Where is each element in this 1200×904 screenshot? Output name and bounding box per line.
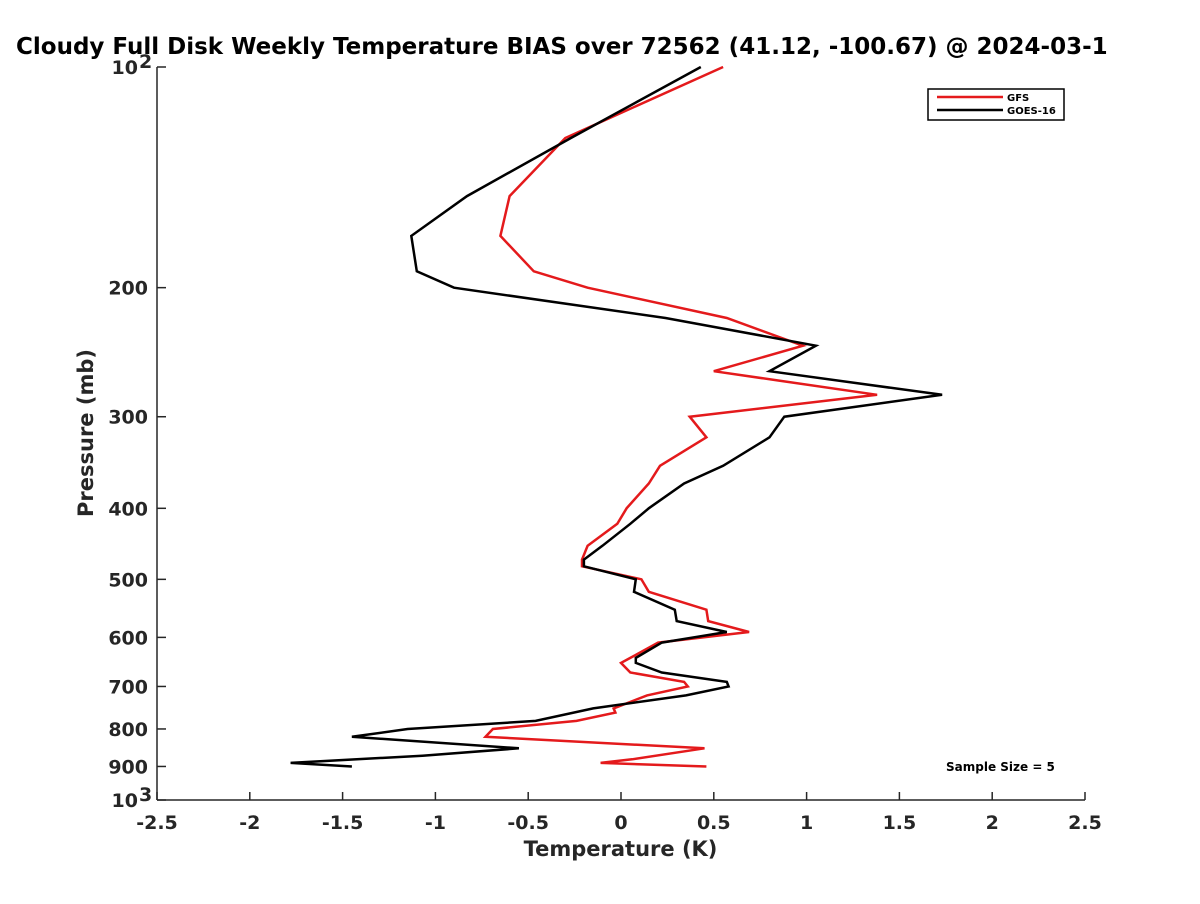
x-tick-label: -1 [425, 812, 446, 834]
x-axis-label: Temperature (K) [524, 837, 718, 861]
legend: GFS GOES-16 [927, 88, 1065, 121]
y-axis-label: Pressure (mb) [74, 349, 98, 517]
y-tick-label: 900 [108, 756, 148, 778]
series-line-goes-16 [290, 65, 943, 768]
chart-title: Cloudy Full Disk Weekly Temperature BIAS… [16, 34, 1108, 60]
x-tick-label: -2 [239, 812, 260, 834]
ticks-layer: -2.5 -2 -1.5 -1 -0.5 0 0.5 1 1.5 2 2.510 2200300400… [108, 51, 1102, 834]
y-tick-label: 800 [108, 719, 148, 741]
y-tick-exponent: 3 [139, 784, 152, 806]
y-tick-label: 400 [108, 498, 148, 520]
y-tick-label: 200 [108, 278, 148, 300]
y-tick-label: 600 [108, 627, 148, 649]
x-tick-label: 0.5 [697, 812, 731, 834]
axes-layer [156, 67, 1085, 801]
x-tick-label: -2.5 [136, 812, 178, 834]
x-tick-label: 1.5 [883, 812, 917, 834]
y-tick-label: 10 [112, 57, 138, 79]
legend-box [927, 88, 1065, 121]
x-tick-label: 2 [986, 812, 999, 834]
x-tick-label: 2.5 [1068, 812, 1102, 834]
x-tick-label: 0 [614, 812, 627, 834]
legend-label-goes-16: GOES-16 [1007, 106, 1056, 117]
series-layer [290, 65, 943, 768]
y-tick-label: 700 [108, 676, 148, 698]
y-tick-label: 10 [112, 790, 138, 812]
y-tick-label: 500 [108, 569, 148, 591]
series-line-gfs [482, 65, 878, 768]
x-tick-label: -1.5 [322, 812, 364, 834]
sample-size-annotation: Sample Size = 5 [946, 760, 1055, 774]
y-tick-exponent: 2 [139, 51, 152, 73]
x-tick-label: 1 [800, 812, 813, 834]
y-tick-label: 300 [108, 407, 148, 429]
legend-label-gfs: GFS [1007, 93, 1029, 104]
x-tick-label: -0.5 [507, 812, 549, 834]
